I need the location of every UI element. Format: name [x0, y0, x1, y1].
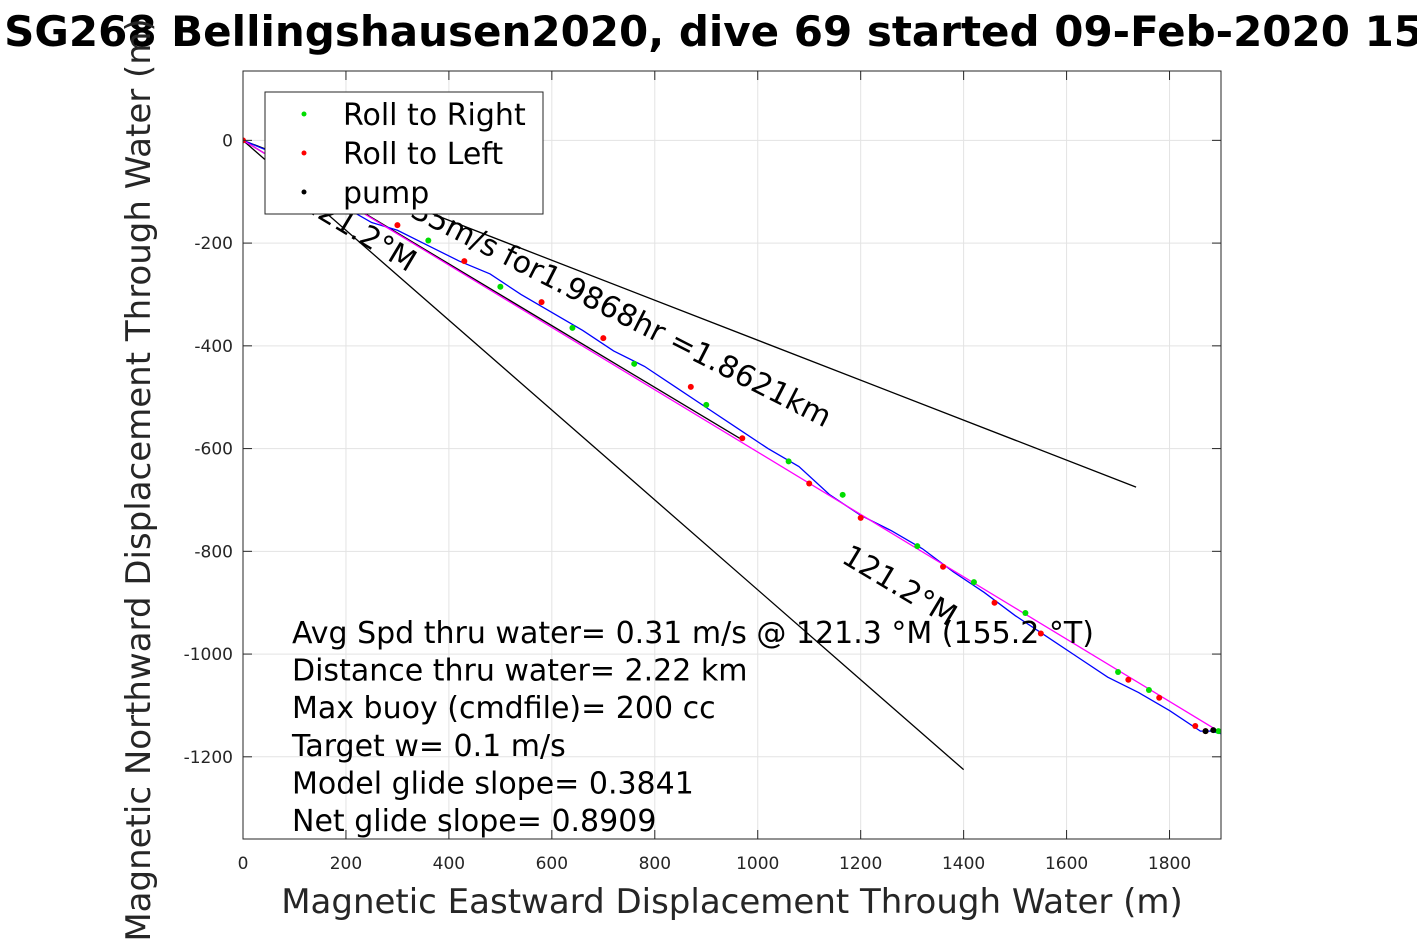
point-roll-to-left	[538, 299, 545, 306]
x-tick-label: 400	[433, 854, 465, 874]
point-roll-to-left	[600, 335, 607, 342]
legend-marker	[301, 189, 307, 195]
point-roll-to-left	[1156, 694, 1163, 701]
legend-marker	[301, 111, 307, 117]
point-roll-to-left	[1037, 630, 1044, 637]
point-pump	[1202, 728, 1209, 735]
stat-line: Avg Spd thru water= 0.31 m/s @ 121.3 °M …	[292, 616, 1094, 651]
legend-label: Roll to Left	[343, 137, 503, 172]
legend-label: pump	[343, 176, 429, 211]
point-roll-to-right	[1115, 669, 1122, 676]
point-roll-to-right	[631, 360, 638, 367]
point-roll-to-right	[425, 237, 432, 244]
series-group	[243, 137, 1221, 735]
x-tick-label: 800	[639, 854, 671, 874]
point-roll-to-left	[1125, 676, 1132, 683]
legend: Roll to Right Roll to Left pump	[264, 91, 544, 215]
point-roll-to-left	[1192, 722, 1199, 729]
point-roll-to-left	[739, 435, 746, 442]
y-tick-label: -600	[194, 440, 233, 460]
chart-title: SG268 Bellingshausen2020, dive 69 starte…	[4, 7, 1417, 56]
x-tick-label: 1600	[1045, 854, 1088, 874]
x-tick-label: 1800	[1148, 854, 1191, 874]
y-tick-label: -200	[194, 234, 233, 254]
y-tick-label: -800	[194, 542, 233, 562]
point-roll-to-right	[839, 491, 846, 498]
x-tick-label: 1400	[942, 854, 985, 874]
point-roll-to-right	[703, 401, 710, 408]
stats-block: Avg Spd thru water= 0.31 m/s @ 121.3 °M …	[291, 616, 1094, 839]
stat-line: Max buoy (cmdfile)= 200 cc	[292, 691, 716, 726]
point-roll-to-right	[497, 283, 504, 290]
point-roll-to-left	[687, 383, 694, 390]
point-roll-to-right	[1145, 687, 1152, 694]
stat-line: Net glide slope= 0.8909	[292, 804, 656, 839]
point-roll-to-right	[970, 579, 977, 586]
axis-ticks: 0 200 400 600 800 1000 1200 1400 1600 1800 0 -200 -4…	[184, 71, 1221, 874]
point-roll-to-left	[461, 258, 468, 265]
legend-label: Roll to Right	[343, 98, 526, 133]
stat-line: Model glide slope= 0.3841	[292, 766, 694, 801]
stat-line: Distance thru water= 2.22 km	[292, 654, 747, 689]
x-tick-label: 0	[238, 854, 249, 874]
point-roll-to-right	[1215, 728, 1221, 735]
x-tick-label: 600	[536, 854, 568, 874]
y-axis-label: Magnetic Northward Displacement Through …	[119, 18, 159, 941]
axes-frame	[242, 70, 1222, 840]
y-tick-label: 0	[222, 131, 233, 151]
point-roll-to-left	[991, 599, 998, 606]
stat-line: Target w= 0.1 m/s	[291, 729, 566, 764]
y-tick-label: -1000	[184, 645, 233, 665]
y-tick-label: -400	[194, 337, 233, 357]
x-tick-label: 1000	[736, 854, 779, 874]
point-roll-to-left	[940, 563, 947, 570]
x-tick-label: 200	[330, 854, 362, 874]
series-line-model-glide	[243, 139, 1221, 734]
legend-marker	[301, 150, 307, 156]
point-roll-to-right	[1022, 609, 1029, 616]
point-roll-to-left	[394, 222, 401, 229]
legend-box	[264, 91, 544, 215]
point-pump	[1210, 727, 1217, 734]
point-roll-to-left	[806, 480, 813, 487]
reference-line	[243, 139, 965, 771]
grid-lines	[242, 71, 1221, 839]
y-tick-label: -1200	[184, 748, 233, 768]
point-roll-to-right	[785, 458, 792, 465]
point-roll-to-right	[914, 543, 921, 550]
series-line-track	[243, 139, 1221, 735]
point-roll-to-right	[569, 324, 576, 331]
x-tick-label: 1200	[839, 854, 882, 874]
point-roll-to-left	[857, 514, 864, 521]
x-axis-label: Magnetic Eastward Displacement Through W…	[281, 882, 1183, 922]
